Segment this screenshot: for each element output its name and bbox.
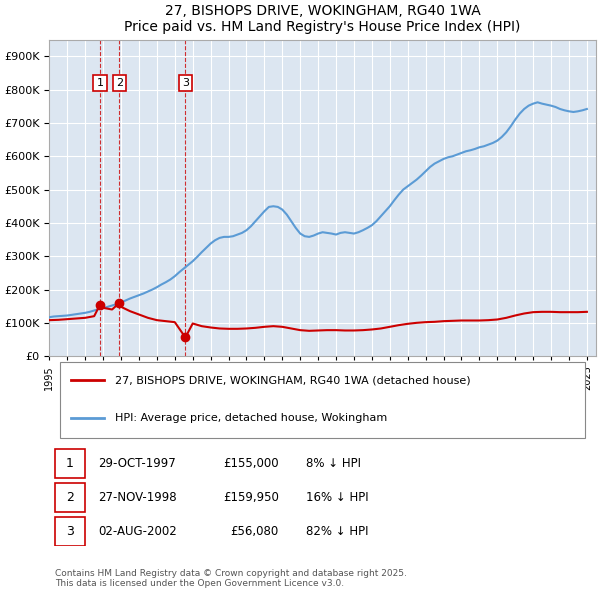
Text: £56,080: £56,080	[230, 525, 279, 538]
Text: 1: 1	[65, 457, 74, 470]
Text: 02-AUG-2002: 02-AUG-2002	[98, 525, 178, 538]
Text: £159,950: £159,950	[223, 491, 279, 504]
Text: 29-OCT-1997: 29-OCT-1997	[98, 457, 176, 470]
Text: 3: 3	[65, 525, 74, 538]
Text: 27-NOV-1998: 27-NOV-1998	[98, 491, 177, 504]
Text: 2: 2	[65, 491, 74, 504]
FancyBboxPatch shape	[55, 448, 85, 478]
Text: 8% ↓ HPI: 8% ↓ HPI	[306, 457, 361, 470]
Text: 1: 1	[97, 78, 104, 88]
Text: 27, BISHOPS DRIVE, WOKINGHAM, RG40 1WA (detached house): 27, BISHOPS DRIVE, WOKINGHAM, RG40 1WA (…	[115, 375, 470, 385]
FancyBboxPatch shape	[61, 362, 585, 438]
Title: 27, BISHOPS DRIVE, WOKINGHAM, RG40 1WA
Price paid vs. HM Land Registry's House P: 27, BISHOPS DRIVE, WOKINGHAM, RG40 1WA P…	[124, 4, 521, 34]
Text: HPI: Average price, detached house, Wokingham: HPI: Average price, detached house, Woki…	[115, 413, 387, 423]
FancyBboxPatch shape	[55, 483, 85, 512]
Text: 2: 2	[116, 78, 123, 88]
Text: Contains HM Land Registry data © Crown copyright and database right 2025.
This d: Contains HM Land Registry data © Crown c…	[55, 569, 407, 588]
Text: 16% ↓ HPI: 16% ↓ HPI	[306, 491, 369, 504]
FancyBboxPatch shape	[55, 517, 85, 546]
Text: £155,000: £155,000	[223, 457, 279, 470]
Text: 3: 3	[182, 78, 189, 88]
Text: 82% ↓ HPI: 82% ↓ HPI	[306, 525, 369, 538]
